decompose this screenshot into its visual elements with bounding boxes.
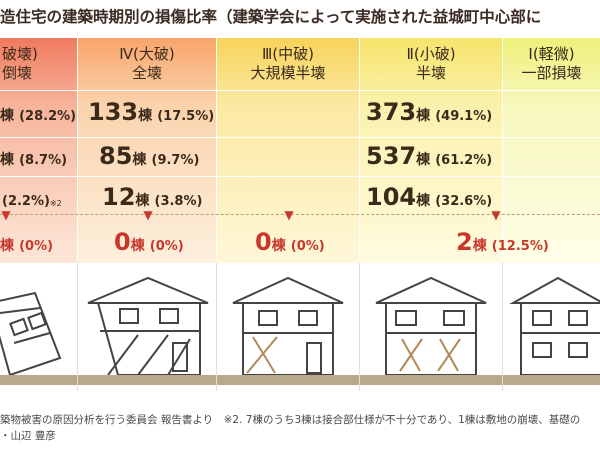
down-arrow-icon: ▼: [491, 208, 501, 222]
header-line1: Ⅱ(小破): [406, 45, 456, 63]
header-line2: 半壊: [415, 64, 446, 82]
row3-severe: 12棟 (3.8%): [102, 183, 203, 211]
header-moderate: Ⅲ(中破) 大規模半壊: [217, 38, 359, 90]
row-divider: [0, 90, 600, 91]
down-arrow-icon: ▼: [1, 208, 11, 222]
row-divider: [0, 137, 600, 138]
header-slight: Ⅰ(軽微) 一部損壊: [503, 38, 600, 90]
row-divider: [0, 176, 600, 177]
header-line1: Ⅲ(中破): [261, 45, 315, 63]
column-moderate: [217, 38, 359, 263]
header-line2: 大規模半壊: [250, 64, 326, 82]
header-collapse: 破壊) 倒壊: [0, 38, 77, 90]
row3-minor: 104棟 (32.6%): [366, 183, 493, 211]
last-row-minor: 2棟 (12.5%): [456, 228, 549, 256]
slight-damage-house-illustration: [503, 263, 600, 391]
column-slight: [503, 38, 600, 263]
row3-collapse: (2.2%)※2: [2, 194, 62, 209]
down-arrow-icon: ▼: [284, 208, 294, 222]
dashed-divider: [0, 214, 600, 215]
row2-severe: 85棟 (9.7%): [99, 142, 200, 170]
header-line2: 一部損壊: [521, 64, 582, 82]
header-line1: 破壊): [2, 45, 38, 63]
header-severe: Ⅳ(大破) 全壊: [78, 38, 216, 90]
row1-collapse: 棟 (28.2%): [0, 108, 77, 124]
header-line2: 倒壊: [2, 64, 33, 82]
minor-damage-house-illustration: [360, 263, 503, 391]
column-minor: [360, 38, 502, 263]
row2-collapse: 棟 (8.7%): [0, 152, 68, 168]
severe-damage-house-illustration: [78, 263, 217, 391]
header-line2: 全壊: [131, 64, 162, 82]
header-line1: Ⅳ(大破): [119, 45, 175, 63]
page-title: 造住宅の建築時期別の損傷比率（建築学会によって実施された益城町中心部に: [0, 8, 542, 26]
column-collapse: [0, 38, 77, 263]
moderate-damage-house-illustration: [217, 263, 360, 391]
row2-minor: 537棟 (61.2%): [366, 142, 493, 170]
footer-source: 築物被害の原因分析を行う委員会 報告書より ※2. 7棟のうち3棟は接合部仕様が…: [0, 414, 581, 426]
last-row-moderate: 0棟 (0%): [255, 228, 325, 256]
column-severe: [78, 38, 216, 263]
collapsed-house-illustration: [0, 263, 78, 391]
header-line1: Ⅰ(軽微): [528, 45, 575, 63]
last-row-collapse: 棟 (0%): [0, 238, 54, 254]
row1-minor: 373棟 (49.1%): [366, 98, 493, 126]
footer-author: ・山辺 豊彦: [0, 430, 56, 442]
header-minor: Ⅱ(小破) 半壊: [360, 38, 502, 90]
last-row-severe: 0棟 (0%): [114, 228, 184, 256]
row1-severe: 133棟 (17.5%): [88, 98, 215, 126]
down-arrow-icon: ▼: [143, 208, 153, 222]
